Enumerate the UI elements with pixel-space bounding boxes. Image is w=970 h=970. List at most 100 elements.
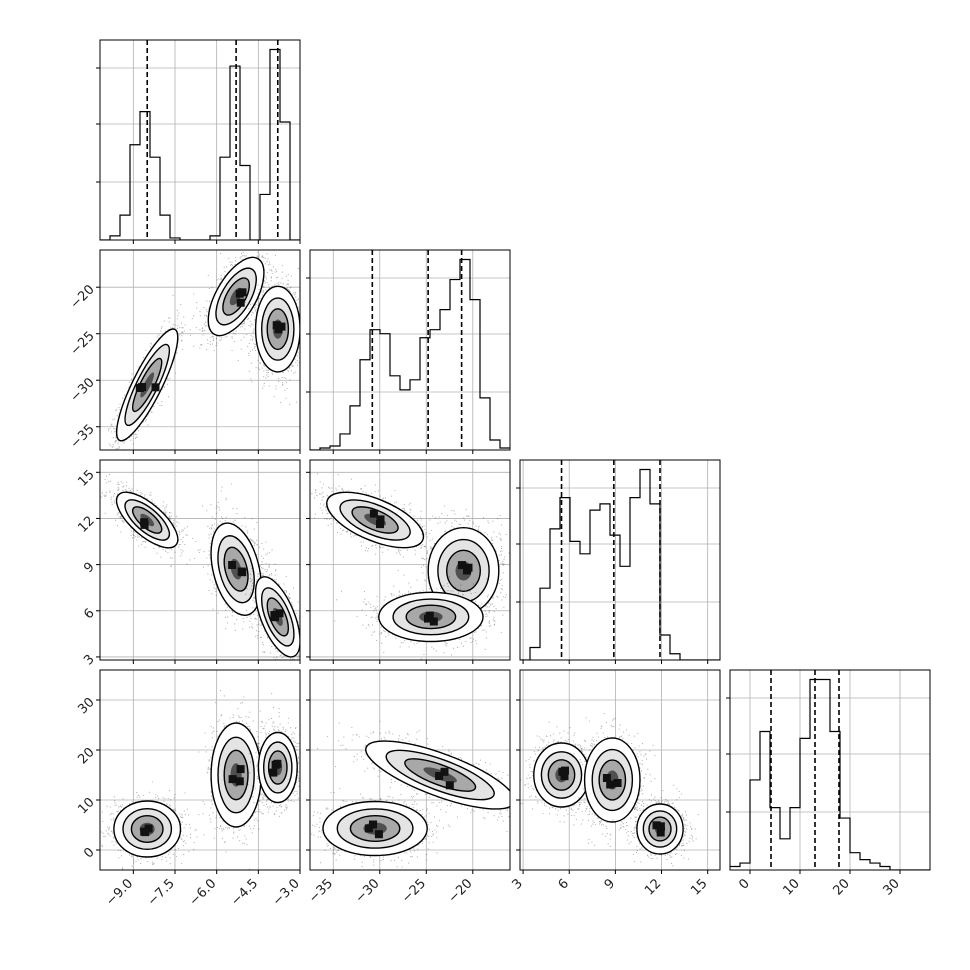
density-peak-1-0 (228, 561, 237, 569)
x-tick-label-2-0: 3 (509, 876, 525, 892)
x-tick-label-2-2: 9 (602, 876, 618, 892)
density-peak-1-1 (457, 561, 466, 570)
density-peak-1-1 (440, 767, 449, 776)
histogram-2 (520, 468, 720, 660)
panel-3-0: −9.0 −7.5 −6.0 −4.5 −3.0 0 10 20 30 (75, 669, 303, 909)
y-tick-label-2-0: 3 (81, 652, 97, 668)
scatter-points (310, 720, 510, 868)
frame-1-0 (99, 249, 301, 451)
density-peak-2-1 (273, 759, 282, 768)
x-tick-label-0-3: −4.5 (228, 876, 261, 909)
y-tick-label-2-2: 9 (81, 560, 97, 576)
x-tick-label-2-3: 12 (642, 876, 664, 898)
panel-3-1: −35 −30 −25 −20 (306, 669, 511, 906)
panel-2-2 (516, 459, 721, 664)
scatter-points (311, 473, 510, 660)
density-peak-2-1 (272, 321, 281, 330)
y-tick-label-2-4: 15 (75, 467, 97, 489)
frame-2-0 (99, 459, 301, 661)
y-tick-label-1-3: −20 (68, 282, 98, 312)
density-peak-2-0 (656, 828, 665, 837)
frame-2-2 (519, 459, 721, 661)
density-peak-1-1 (235, 777, 244, 786)
histogram-1 (310, 258, 510, 450)
scatter-points (520, 713, 699, 867)
density-peak-1-0 (236, 298, 245, 307)
x-tick-label-3-2: 20 (831, 876, 853, 898)
y-tick-label-3-3: 30 (75, 695, 97, 717)
y-tick-label-3-1: 10 (75, 795, 97, 817)
density-peak-2-1 (652, 821, 661, 830)
scatter-points (100, 474, 300, 660)
grid-2-2 (520, 460, 720, 660)
density-peak-2-2 (656, 822, 665, 831)
panel-3-3: 0 10 20 30 (726, 669, 931, 899)
density-peak-0-1 (151, 383, 160, 392)
y-tick-label-1-1: −30 (68, 375, 98, 405)
scatter-points (106, 250, 300, 450)
density-peak-2-2 (269, 768, 278, 777)
density-peak-2-2 (270, 611, 279, 619)
density-peak-0-2 (140, 520, 149, 529)
density-peak-0-1 (560, 772, 569, 781)
x-tick-label-3-3: 30 (881, 876, 903, 898)
density-peak-1-2 (238, 568, 247, 577)
density-peak-0-2 (138, 383, 147, 391)
histogram-0 (100, 48, 300, 240)
x-tick-label-3-0: 0 (736, 876, 752, 892)
x-tick-label-2-4: 15 (688, 876, 710, 898)
density-peak-2-0 (275, 609, 284, 618)
panel-1-1 (306, 249, 511, 454)
histogram-3 (730, 678, 930, 870)
panel-0-0 (96, 39, 301, 244)
y-tick-label-1-0: −35 (68, 422, 98, 452)
x-tick-label-0-0: −9.0 (103, 876, 136, 909)
density-peak-0-2 (364, 824, 373, 833)
x-tick-label-1-3: −20 (446, 876, 476, 906)
x-tick-label-0-4: −3.0 (270, 876, 303, 909)
density-peak-0-2 (561, 766, 569, 775)
density-peak-2-2 (277, 322, 286, 331)
x-tick-label-1-1: −30 (353, 876, 383, 906)
density-peak-0-0 (369, 509, 378, 518)
y-tick-label-3-2: 20 (75, 745, 97, 767)
density-peak-1-1 (606, 780, 615, 789)
panel-3-2: 3 6 9 12 15 (509, 669, 721, 899)
frame-3-1 (309, 669, 511, 871)
y-tick-label-1-2: −25 (68, 329, 98, 359)
grid-1-1 (310, 250, 510, 450)
x-tick-label-2-1: 6 (556, 876, 572, 892)
density-peak-1-0 (613, 779, 622, 787)
frame-3-0 (99, 669, 301, 871)
frame-0-0 (99, 39, 301, 241)
density-peak-1-0 (445, 781, 454, 790)
density-peak-1-2 (238, 288, 247, 297)
panel-2-0: 3 6 9 12 15 (75, 459, 301, 668)
x-tick-label-0-2: −6.0 (187, 876, 220, 909)
panel-2-1 (306, 459, 511, 664)
y-tick-label-2-1: 6 (81, 606, 97, 622)
scatter-points (100, 690, 300, 870)
density-peak-1-2 (464, 563, 473, 572)
frame-2-1 (309, 459, 511, 661)
density-peak-1-2 (602, 774, 611, 782)
density-peak-0-1 (369, 820, 377, 829)
density-peak-0-0 (374, 830, 383, 839)
density-peak-2-2 (424, 614, 432, 623)
x-tick-label-1-0: −35 (306, 876, 336, 906)
frame-1-1 (309, 249, 511, 451)
density-peak-0-2 (144, 824, 153, 833)
density-peak-0-1 (376, 520, 384, 529)
panel-1-0: −35 −30 −25 −20 (68, 249, 301, 454)
x-tick-label-1-2: −25 (399, 876, 429, 906)
density-peak-1-2 (236, 765, 245, 774)
x-tick-label-0-1: −7.5 (145, 876, 178, 909)
density-peak-2-1 (429, 617, 438, 626)
density-peak-0-1 (140, 827, 149, 836)
frame-3-2 (519, 669, 721, 871)
y-tick-label-3-0: 0 (81, 845, 97, 861)
density-peak-0-2 (376, 515, 385, 524)
density-peak-1-2 (435, 772, 444, 780)
density-peak-1-0 (228, 775, 237, 784)
